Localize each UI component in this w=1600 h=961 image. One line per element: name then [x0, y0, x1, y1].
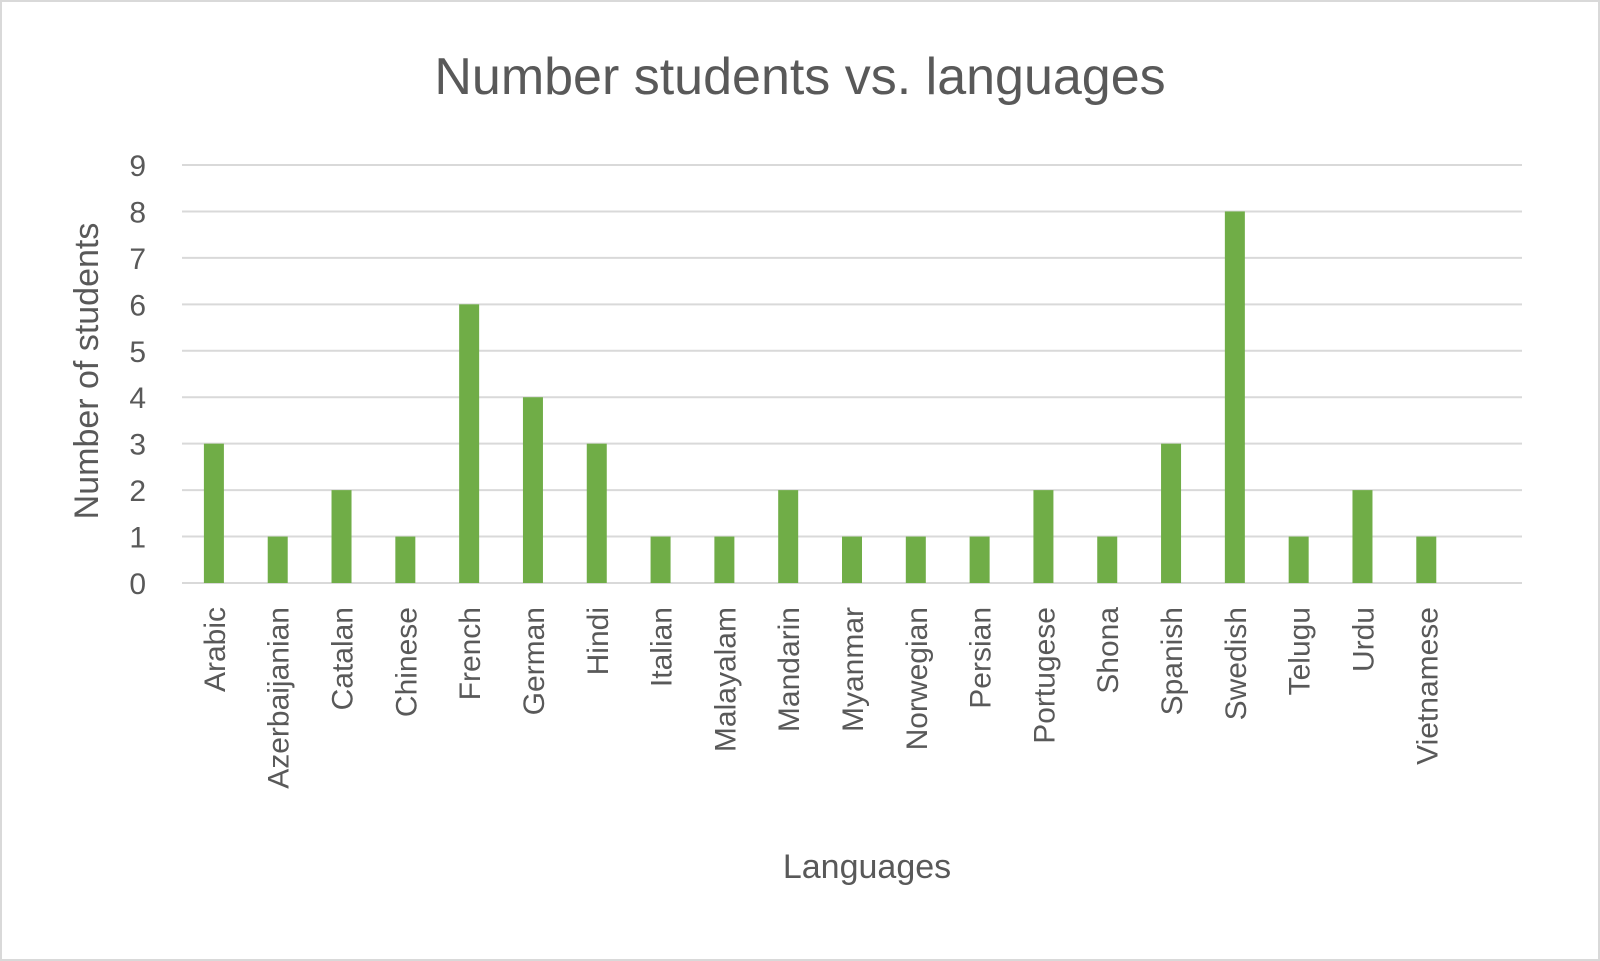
x-category-label: Chinese — [390, 607, 423, 717]
x-category-label: French — [454, 607, 487, 700]
bar-portugese — [1033, 490, 1054, 583]
bar-myanmar — [842, 536, 862, 583]
x-category-label: Spanish — [1156, 607, 1189, 715]
x-category-label: Myanmar — [837, 607, 870, 732]
y-tick-label: 5 — [129, 336, 146, 369]
bar-arabic — [203, 443, 224, 583]
x-category-label: Swedish — [1220, 607, 1253, 720]
x-category-label: Persian — [965, 607, 998, 709]
bar-chinese — [395, 536, 416, 583]
x-category-label: Arabic — [199, 607, 232, 692]
bar-norwegian — [905, 536, 926, 583]
y-tick-label: 1 — [129, 522, 146, 555]
x-category-label: German — [518, 607, 551, 715]
bar-mandarin — [778, 490, 799, 583]
y-axis-title: Number of students — [68, 223, 106, 520]
bar-malayalam — [714, 536, 735, 583]
x-category-label: Vietnamese — [1411, 607, 1444, 765]
bar-italian — [650, 536, 671, 583]
y-tick-label: 2 — [129, 475, 146, 508]
bar-shona — [1097, 536, 1118, 583]
bar-swedish — [1224, 211, 1245, 583]
bar-french — [459, 304, 480, 583]
x-category-label: Malayalam — [709, 607, 742, 752]
x-category-label: Azerbaijanian — [263, 607, 296, 789]
bar-hindi — [586, 443, 607, 583]
x-category-label: Hindi — [582, 607, 615, 675]
y-tick-label: 8 — [129, 196, 146, 229]
y-tick-label: 7 — [129, 243, 146, 276]
x-category-label: Norwegian — [901, 607, 934, 750]
y-tick-label: 6 — [129, 289, 146, 322]
bar-spanish — [1161, 443, 1182, 583]
chart-title: Number students vs. languages — [434, 48, 1165, 106]
x-category-label: Mandarin — [773, 607, 806, 732]
gridlines — [182, 164, 1522, 584]
y-axis-ticks: 0 1 2 3 4 5 6 7 8 9 — [129, 150, 146, 601]
bar-urdu — [1352, 490, 1373, 583]
bar-vietnamese — [1416, 536, 1437, 583]
bar-azerbaijanian — [267, 536, 288, 583]
bar-persian — [969, 536, 990, 583]
bars — [203, 211, 1437, 583]
y-tick-label: 9 — [129, 150, 146, 183]
x-category-label: Italian — [646, 607, 679, 687]
bar-telugu — [1288, 536, 1309, 583]
x-category-label: Catalan — [327, 607, 360, 710]
bar-german — [522, 397, 543, 583]
y-tick-label: 3 — [129, 429, 146, 462]
x-category-label: Shona — [1092, 607, 1125, 694]
y-tick-label: 0 — [129, 568, 146, 601]
x-category-label: Portugese — [1028, 607, 1061, 744]
x-category-label: Urdu — [1347, 607, 1380, 672]
x-axis-categories: Arabic Azerbaijanian Catalan Chinese French G… — [199, 607, 1444, 789]
bar-catalan — [331, 490, 352, 583]
x-category-label: Telugu — [1284, 607, 1317, 695]
x-axis-title: Languages — [783, 848, 951, 886]
y-tick-label: 4 — [129, 382, 146, 415]
